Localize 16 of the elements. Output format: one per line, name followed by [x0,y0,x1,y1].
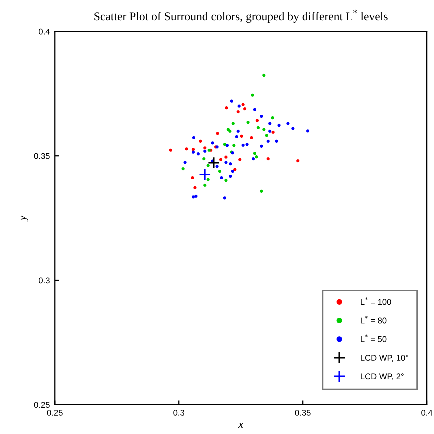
legend-label: L$^{*}$ = 100 [361,298,392,306]
legend-label: LCD WP, 10° [361,355,408,362]
x-tick-label: 0.35 [295,410,311,416]
x-tick-label: 0.25 [47,410,63,416]
legend-label: LCD WP, 2° [361,374,404,381]
y-tick-label: 0.3 [39,278,50,284]
x-tick-label: 0.4 [422,410,433,416]
y-tick-label: 0.25 [34,402,50,408]
y-tick-label: 0.35 [34,153,50,160]
y-tick-label: 0.4 [39,28,50,35]
y-axis-title: y [20,216,28,222]
legend-label: L$^{*}$ = 80 [361,316,387,324]
x-tick-label: 0.3 [174,410,185,416]
legend-label: L$^{*}$ = 50 [361,334,387,342]
x-axis-title: x [238,422,244,428]
chart-title: Scatter Plot of Surround colors, grouped by different L$^{*}$ levels [94,10,388,24]
